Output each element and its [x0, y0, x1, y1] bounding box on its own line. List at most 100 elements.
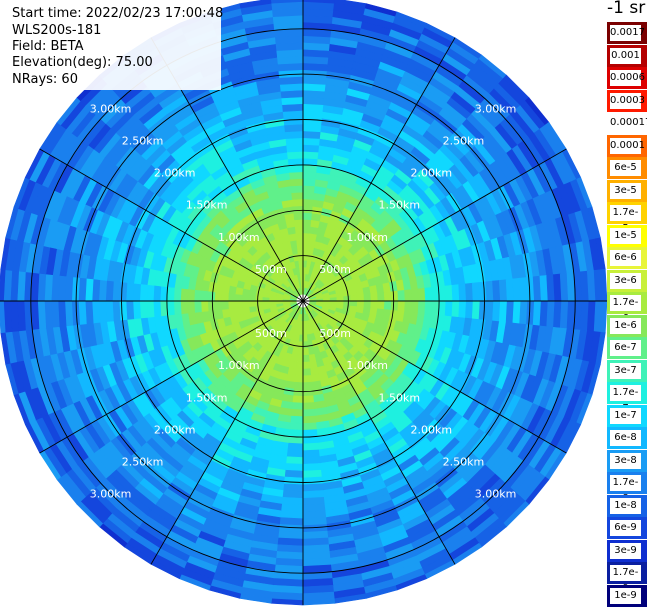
range-gate [289, 415, 304, 424]
azimuth-spoke [150, 300, 304, 565]
range-gate [139, 283, 148, 302]
range-ring-label: 2.50km [122, 455, 164, 468]
azimuth-spoke [302, 300, 567, 454]
range-ring-label: 500m [255, 327, 287, 340]
colorbar-tick-label: 3e-5 [610, 182, 641, 199]
range-gate [173, 300, 182, 315]
range-gate [285, 137, 304, 146]
range-ring-label: 2.00km [154, 167, 196, 180]
colorbar-cell: 6e-5 [607, 157, 647, 179]
range-ring-label: 2.00km [411, 423, 453, 436]
colorbar-cell: 0.001 [607, 44, 647, 67]
range-gate [478, 300, 488, 321]
range-gate [302, 463, 322, 472]
range-gate [471, 282, 481, 302]
azimuth-spoke [302, 300, 456, 565]
range-gate [284, 130, 304, 139]
range-gate [343, 295, 351, 302]
range-gate [200, 300, 209, 313]
range-ring-label: 2.50km [443, 455, 485, 468]
range-gate [302, 341, 309, 349]
range-gate [283, 476, 304, 486]
range-gate [294, 375, 304, 384]
range-gate [370, 300, 379, 310]
range-gate [297, 253, 304, 261]
range-gate [302, 137, 321, 146]
range-gate [291, 246, 299, 255]
range-gate [410, 288, 420, 302]
range-gate [302, 381, 313, 390]
range-gate [302, 178, 317, 187]
range-gate [302, 184, 316, 194]
range-ring-label: 2.50km [443, 135, 485, 148]
range-gate [302, 375, 312, 384]
range-gate [451, 300, 460, 318]
range-gate [284, 463, 304, 472]
colorbar-tick-label: 6e-5 [610, 160, 641, 176]
colorbar-tick-label: 6e-8 [610, 430, 641, 446]
info-panel [8, 4, 221, 90]
colorbar-tick-label: 1e-7 [610, 407, 641, 424]
colorbar-units: -1 sr [607, 0, 646, 18]
range-ring-label: 3.00km [475, 488, 517, 501]
range-gate [397, 300, 406, 313]
colorbar-tick-label: 0.0001 [610, 137, 645, 154]
range-gate [302, 334, 308, 343]
azimuth-spoke [39, 300, 304, 454]
colorbar-cell: 1.7e-7 [607, 382, 647, 414]
range-gate [329, 297, 338, 302]
colorbar-cell: 3e-7 [607, 359, 647, 382]
colorbar-tick-label: 1e-6 [610, 317, 641, 334]
colorbar-cell: 1.7e-6 [607, 292, 647, 324]
range-gate [248, 305, 257, 313]
range-gate [302, 348, 310, 356]
range-gate [302, 476, 323, 486]
range-gate [302, 429, 318, 438]
range-gate [302, 0, 335, 4]
range-gate [227, 292, 236, 302]
range-gate [152, 284, 162, 302]
range-gate [186, 288, 196, 302]
range-gate [424, 287, 433, 302]
range-gate [220, 292, 229, 302]
ray-count: NRays: 60 [12, 72, 78, 87]
colorbar-tick-label: 0.0017 [610, 25, 645, 41]
elevation: Elevation(deg): 75.00 [12, 55, 153, 70]
colorbar-cell: 1e-5 [607, 224, 647, 247]
range-gate [307, 347, 315, 356]
range-gate [295, 232, 304, 241]
range-gate [291, 198, 304, 207]
colorbar-tick-label: 6e-7 [610, 340, 641, 356]
colorbar-tick-label: 1.7e-8 [610, 475, 641, 504]
colorbar-cell: 0.0001 [607, 134, 647, 157]
range-gate [444, 284, 454, 302]
colorbar-cell: 3e-5 [607, 179, 647, 202]
range-gate [302, 239, 310, 248]
range-gate [118, 281, 128, 302]
range-gate [288, 164, 304, 173]
range-ring-label: 1.00km [346, 359, 388, 372]
range-gate [207, 290, 216, 302]
range-gate [289, 239, 298, 249]
range-gate [600, 268, 607, 302]
range-gate [241, 306, 251, 315]
colorbar-cell: 6e-7 [607, 337, 647, 359]
range-gate [292, 388, 304, 397]
range-gate [132, 282, 141, 302]
range-gate [294, 218, 304, 227]
colorbar-cell: 0.0006 [607, 67, 647, 89]
range-gate [294, 225, 304, 234]
range-gate [291, 402, 304, 411]
range-gate [152, 300, 162, 318]
range-gate [125, 282, 135, 302]
range-gate [404, 300, 413, 313]
range-gate [370, 292, 379, 302]
colorbar-tick-label: 3e-9 [610, 542, 641, 559]
range-gate [193, 289, 202, 302]
range-gate [180, 287, 189, 302]
azimuth-spoke [302, 37, 456, 302]
range-gate [290, 184, 304, 194]
range-gate [268, 300, 277, 305]
range-gate [271, 0, 304, 4]
colorbar-cell: 6e-9 [607, 517, 647, 539]
